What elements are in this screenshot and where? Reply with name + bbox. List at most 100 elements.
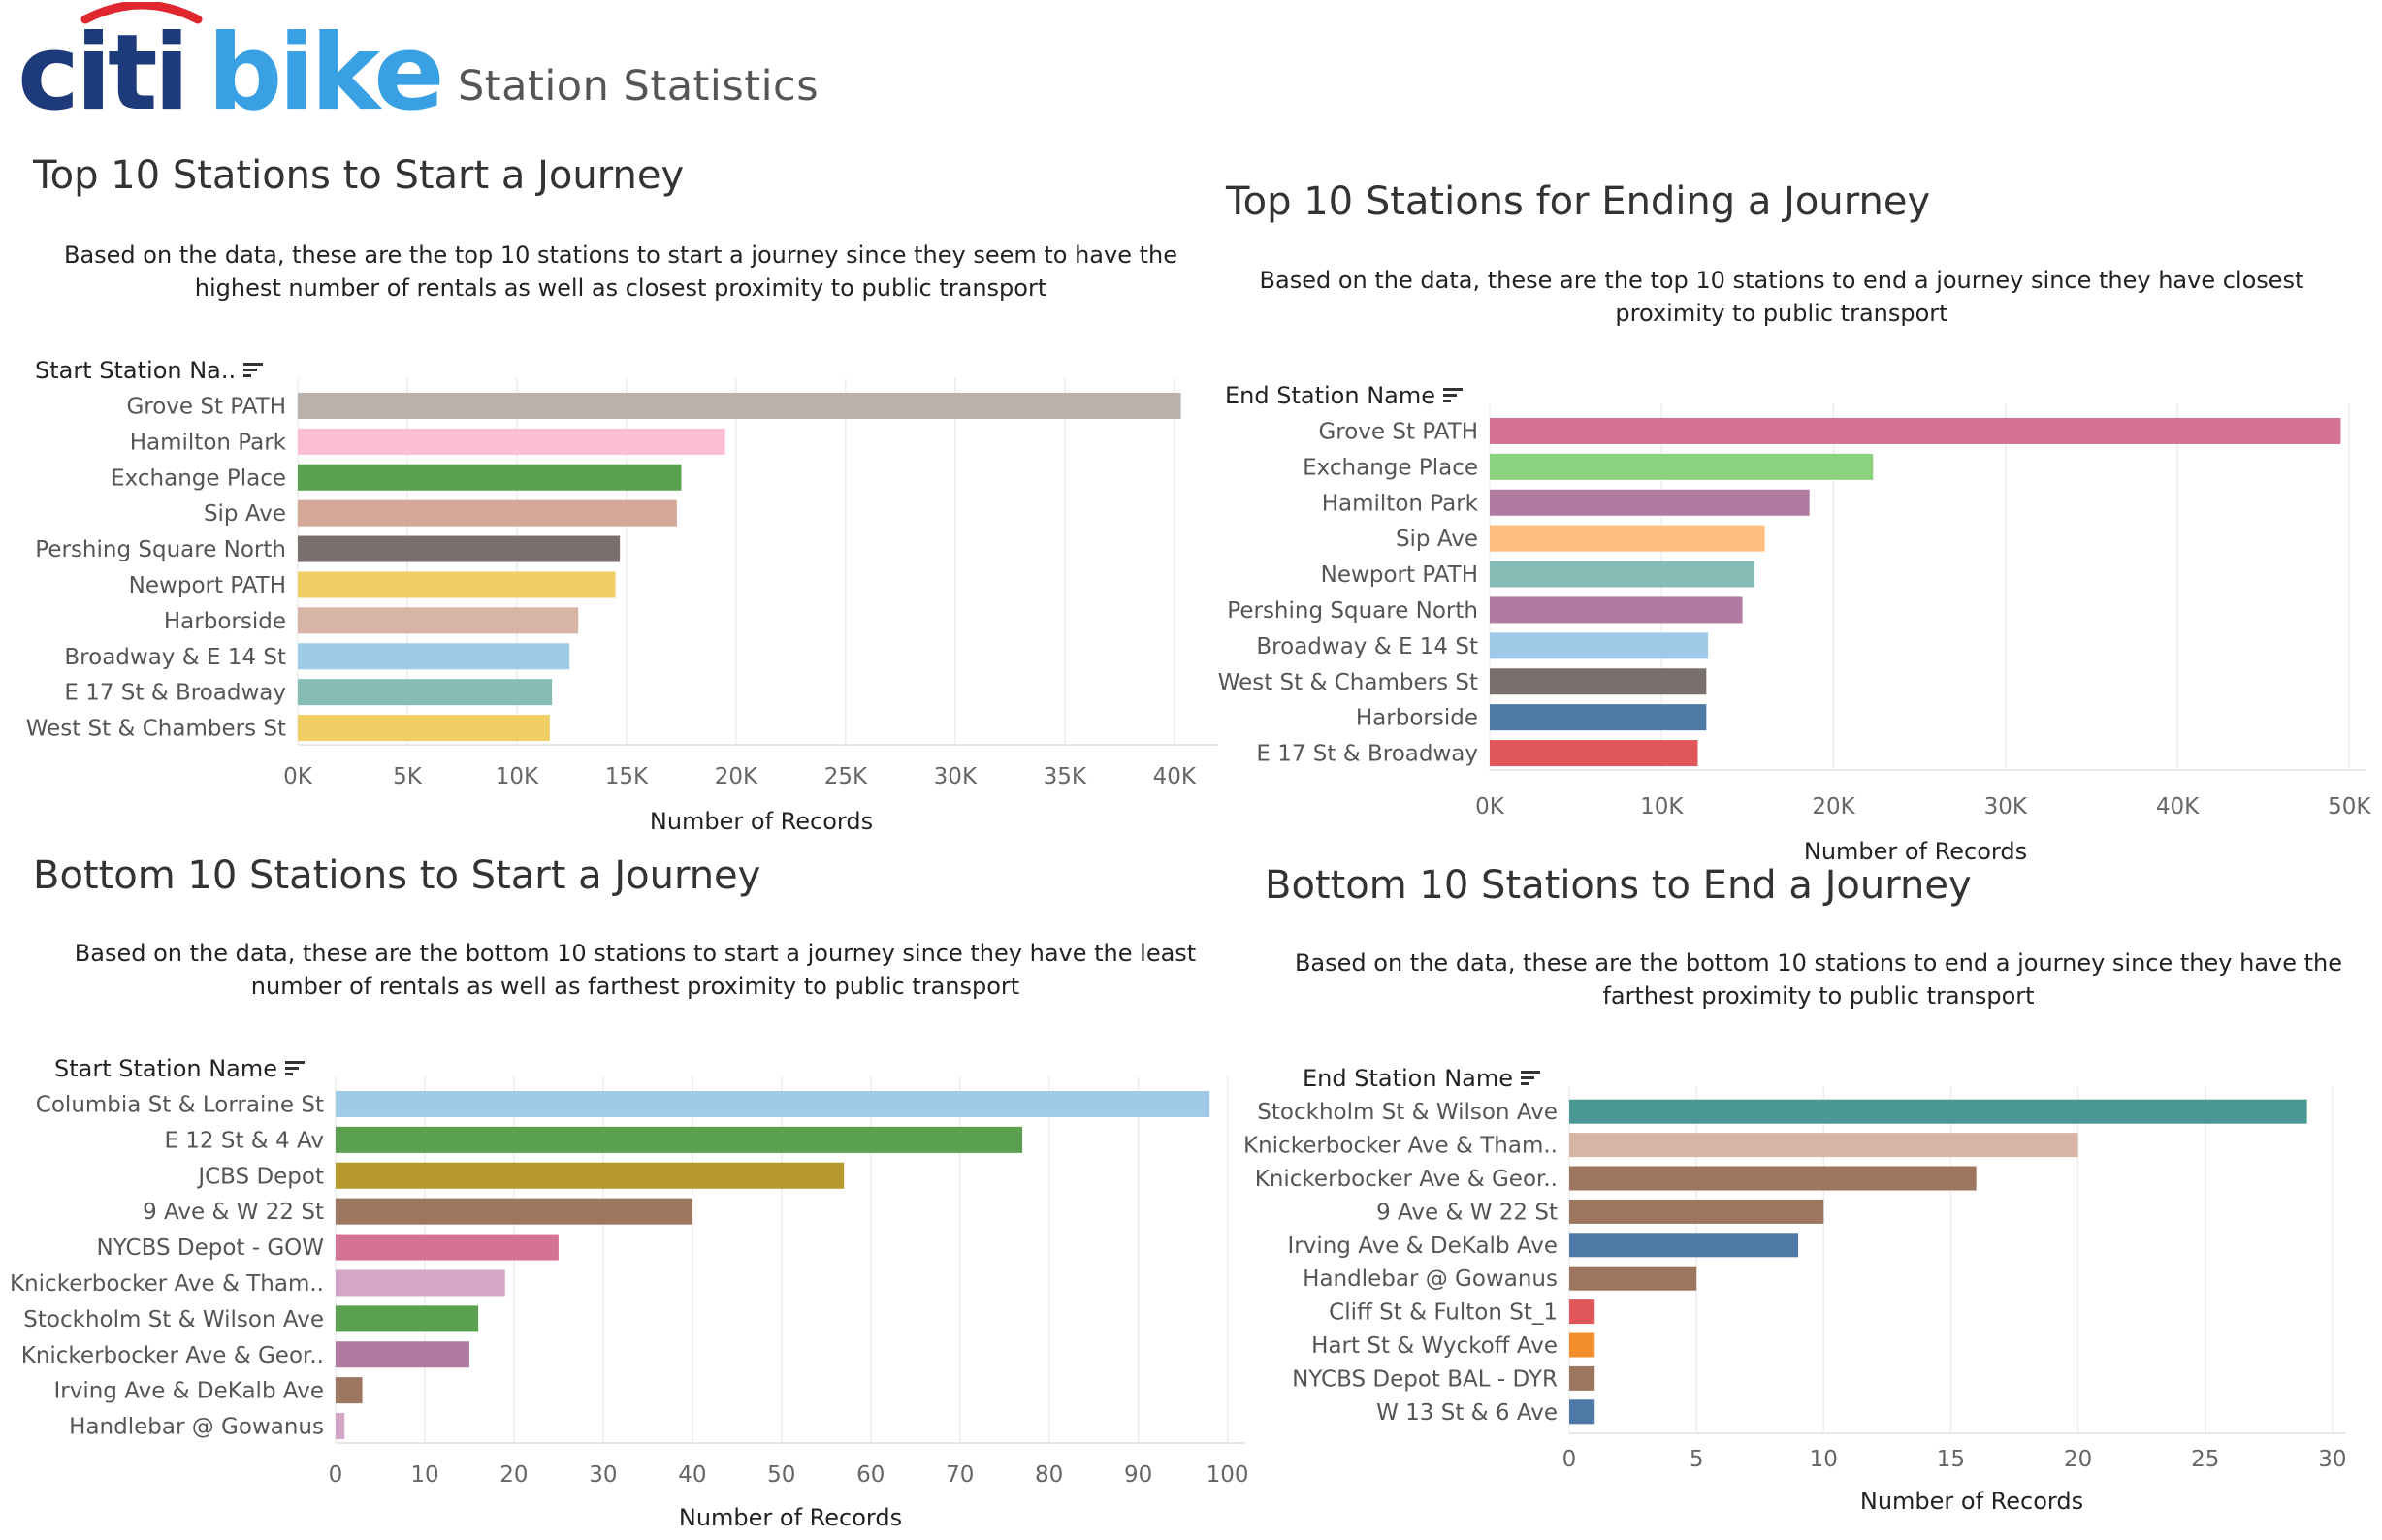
bar [1569,1299,1595,1325]
category-label: 9 Ave & W 22 St [1376,1200,1558,1225]
category-label: Handlebar @ Gowanus [1303,1267,1558,1292]
x-tick-label: 80 [1035,1462,1063,1488]
bar [298,571,616,598]
x-title-bottom-start: Number of Records [678,1504,903,1531]
y-header-bottom-end[interactable]: End Station Name [1303,1065,1540,1092]
category-label: Grove St PATH [1318,419,1478,444]
x-tick-label: 10 [410,1462,438,1488]
x-tick-label: 100 [1207,1462,1249,1488]
x-tick-label: 5K [393,764,423,789]
category-label: NYCBS Depot BAL - DYR [1292,1366,1558,1392]
chart-top-start: Grove St PATH Hamilton Park Exchange Place… [26,378,1218,789]
bar [1569,1365,1595,1391]
bar [1569,1399,1595,1425]
x-tick-label: 50K [2328,794,2371,819]
panel-title-top-start: Top 10 Stations to Start a Journey [33,153,685,198]
category-label: Stockholm St & Wilson Ave [1257,1100,1558,1125]
x-tick-label: 15 [1937,1447,1965,1472]
bar [1490,596,1743,624]
category-label: Knickerbocker Ave & Tham.. [10,1271,324,1297]
x-tick-label: 40K [1153,764,1197,789]
category-label: Newport PATH [1321,562,1478,588]
x-tick-label: 0 [329,1462,343,1488]
category-label: Pershing Square North [35,537,286,562]
panel-desc-top-end: Based on the data, these are the top 10 … [1259,267,2304,327]
x-tick-label: 30K [1984,794,2028,819]
category-label: NYCBS Depot - GOW [97,1235,324,1261]
bar [298,643,570,670]
y-header-bottom-start[interactable]: Start Station Name [54,1055,306,1082]
bar [298,428,725,455]
category-label: Sip Ave [1396,527,1478,552]
category-label: Hart St & Wyckoff Ave [1311,1333,1558,1359]
y-header-label: End Station Name [1303,1065,1513,1092]
x-tick-label: 20 [499,1462,528,1488]
bar [298,535,621,562]
bar [1490,632,1709,659]
y-header-top-end[interactable]: End Station Name [1225,382,1463,409]
category-label: Knickerbocker Ave & Tham.. [1243,1134,1558,1159]
category-label: Grove St PATH [126,394,286,419]
category-label: Columbia St & Lorraine St [36,1092,324,1117]
sort-icon[interactable] [285,1060,306,1077]
category-label: West St & Chambers St [1218,670,1478,695]
sort-icon[interactable] [243,362,264,379]
sort-icon[interactable] [1443,387,1463,404]
x-tick-label: 40 [678,1462,706,1488]
panel-desc-bottom-start: Based on the data, these are the bottom … [74,940,1197,1000]
category-label: 9 Ave & W 22 St [143,1200,324,1225]
bar [1569,1099,2307,1124]
x-tick-label: 25 [2191,1447,2219,1472]
chart-top-end: Grove St PATH Exchange Place Hamilton Park… [1218,403,2371,819]
bar [336,1162,845,1189]
x-tick-label: 5 [1690,1447,1704,1472]
bar [1569,1133,2078,1158]
panel-title-bottom-end: Bottom 10 Stations to End a Journey [1265,863,1972,908]
bar [336,1090,1210,1117]
x-title-top-end: Number of Records [1803,838,2028,865]
category-label: Newport PATH [129,573,286,598]
bar [298,715,550,742]
x-tick-label: 20K [715,764,758,789]
chart-bottom-end: Stockholm St & Wilson Ave Knickerbocker A… [1243,1086,2347,1472]
x-tick-label: 30 [2318,1447,2346,1472]
logo-arc [80,2,203,24]
x-tick-label: 0 [1562,1447,1577,1472]
bar [336,1377,363,1404]
logo-text-bike: bike [208,13,441,116]
x-tick-label: 60 [856,1462,885,1488]
category-label: E 17 St & Broadway [64,681,286,706]
bar [298,607,579,634]
x-tick-label: 50 [767,1462,795,1488]
category-label: Hamilton Park [130,430,287,455]
x-tick-label: 40K [2156,794,2200,819]
category-label: Exchange Place [1303,455,1478,480]
x-tick-label: 90 [1124,1462,1152,1488]
x-title-bottom-end: Number of Records [1859,1488,2084,1515]
x-tick-label: 10K [496,764,539,789]
category-label: West St & Chambers St [26,717,286,742]
chart-bottom-start: Columbia St & Lorraine St E 12 St & 4 Av J… [10,1076,1249,1488]
bar [336,1234,559,1261]
bar [336,1126,1023,1153]
category-label: Exchange Place [111,465,286,491]
category-label: Irving Ave & DeKalb Ave [53,1379,324,1404]
bar [1490,417,2341,444]
category-label: Harborside [1356,706,1478,731]
x-tick-label: 15K [605,764,649,789]
y-header-top-start[interactable]: Start Station Na.. [35,357,264,384]
category-label: JCBS Depot [196,1164,324,1189]
bar [1490,704,1707,731]
bar [1490,740,1698,767]
bar [1490,489,1810,516]
bar [1490,561,1754,588]
sort-icon[interactable] [1521,1070,1540,1087]
bar [298,392,1181,419]
x-title-top-start: Number of Records [649,808,874,835]
x-tick-label: 35K [1044,764,1087,789]
category-label: Harborside [164,609,286,634]
category-label: E 12 St & 4 Av [164,1128,324,1153]
panel-desc-top-start: Based on the data, these are the top 10 … [63,241,1177,302]
panel-desc-bottom-end: Based on the data, these are the bottom … [1294,949,2343,1010]
category-label: Pershing Square North [1227,598,1478,624]
